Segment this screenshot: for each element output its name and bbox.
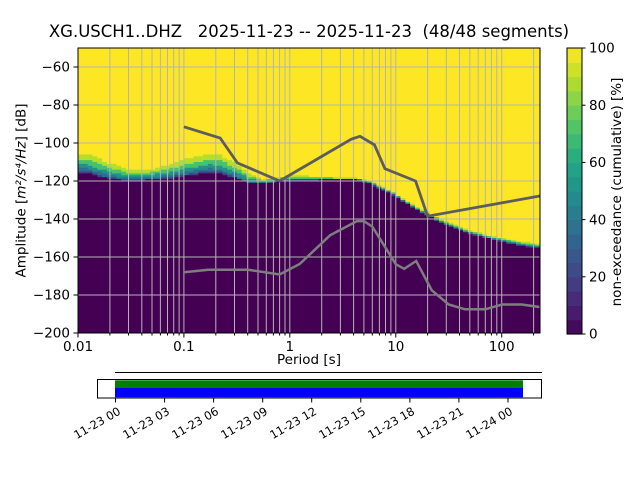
timeline-data-green bbox=[115, 380, 523, 388]
y-tick-label: −180 bbox=[33, 288, 70, 304]
timeline bbox=[97, 372, 542, 403]
y-tick-label: −100 bbox=[33, 136, 70, 152]
colorbar-outline bbox=[566, 47, 583, 335]
y-axis-label-units: m²/s⁴/Hz bbox=[13, 141, 30, 199]
y-axis-label-suffix: ] [dB] bbox=[13, 103, 30, 142]
x-tick-label: 0.1 bbox=[173, 339, 194, 355]
colorbar-tick-label: 40 bbox=[589, 212, 606, 228]
plot-title: XG.USCH1..DHZ 2025-11-23 -- 2025-11-23 (… bbox=[48, 22, 570, 41]
y-axis-label-prefix: Amplitude [ bbox=[13, 198, 30, 278]
nhnm-line bbox=[183, 125, 540, 218]
ppsd-0pct-region bbox=[78, 173, 540, 333]
x-tick-label: 0.01 bbox=[63, 339, 93, 355]
axis-ticks bbox=[73, 66, 535, 338]
x-tick-label: 1 bbox=[286, 339, 295, 355]
colorbar-tick-label: 20 bbox=[589, 270, 606, 286]
x-tick-label: 100 bbox=[489, 339, 515, 355]
y-tick-label: −80 bbox=[42, 98, 71, 114]
grid bbox=[77, 48, 540, 333]
noise-models bbox=[183, 125, 540, 311]
y-tick-label: −140 bbox=[33, 212, 70, 228]
ppsd-mesh bbox=[78, 154, 540, 333]
y-tick-label: −120 bbox=[33, 174, 70, 190]
timeline-data-blue bbox=[115, 388, 523, 398]
colorbar-label: non-exceedance (cumulative) [%] bbox=[609, 77, 625, 307]
nlnm-line bbox=[183, 219, 540, 311]
colorbar: 0 20 40 60 80 100 bbox=[566, 41, 615, 343]
x-axis-label: Period [s] bbox=[277, 352, 341, 368]
colorbar-tick-label: 60 bbox=[589, 155, 606, 171]
y-tick-label: −200 bbox=[33, 326, 70, 342]
y-tick-label: −160 bbox=[33, 250, 70, 266]
colorbar-tick-label: 80 bbox=[589, 98, 606, 114]
colorbar-tick-label: 100 bbox=[589, 41, 615, 57]
y-axis-label: Amplitude [m²/s⁴/Hz] [dB] bbox=[14, 41, 31, 341]
y-tick-label: −60 bbox=[42, 60, 71, 76]
x-tick-label: 10 bbox=[387, 339, 404, 355]
colorbar-tick-label: 0 bbox=[589, 327, 598, 343]
plot-area bbox=[77, 47, 541, 334]
